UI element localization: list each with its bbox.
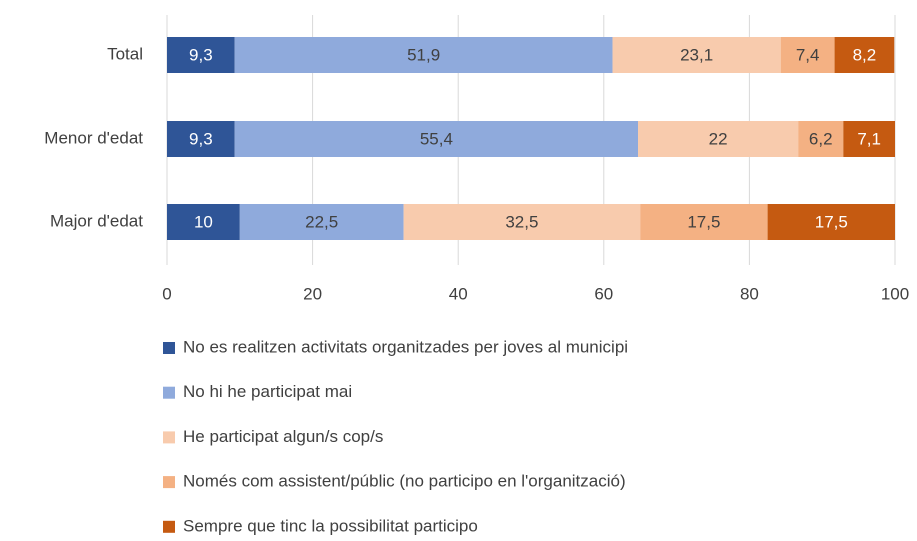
data-label: 6,2 [809, 129, 833, 148]
data-label: 10 [194, 212, 213, 231]
bar-segment [640, 204, 768, 240]
bar-segment [638, 121, 799, 157]
bar-segment [780, 37, 835, 73]
bar-segment [167, 37, 235, 73]
legend-swatch [163, 520, 175, 533]
bar-segment [167, 204, 240, 240]
bar-segment [234, 37, 613, 73]
data-label: 8,2 [853, 45, 877, 64]
data-label: 9,3 [189, 45, 213, 64]
category-label: Major d'edat [50, 211, 143, 230]
x-tick-label: 0 [162, 284, 171, 303]
legend-swatch [163, 386, 175, 399]
data-label: 22 [709, 129, 728, 148]
bar-segment [767, 204, 895, 240]
data-label: 17,5 [687, 212, 720, 231]
data-label: 17,5 [815, 212, 848, 231]
data-label: 22,5 [305, 212, 338, 231]
data-label: 51,9 [407, 45, 440, 64]
legend-label: Només com assistent/públic (no participo… [183, 472, 626, 491]
x-tick-label: 40 [449, 284, 468, 303]
legend-label: He participat algun/s cop/s [183, 427, 383, 446]
data-label: 9,3 [189, 129, 213, 148]
bar-segment [834, 37, 895, 73]
legend-label: No es realitzen activitats organitzades … [183, 337, 628, 356]
bar-segment [167, 121, 235, 157]
data-label: 32,5 [505, 212, 538, 231]
legend-label: No hi he participat mai [183, 382, 352, 401]
data-label: 55,4 [420, 129, 453, 148]
x-tick-label: 60 [594, 284, 613, 303]
bar-segment [403, 204, 641, 240]
category-label: Total [107, 44, 143, 63]
x-tick-label: 100 [881, 284, 909, 303]
bar-segment [234, 121, 639, 157]
bar-segment [239, 204, 404, 240]
x-tick-label: 20 [303, 284, 322, 303]
legend-swatch [163, 476, 175, 489]
category-label: Menor d'edat [44, 128, 143, 147]
data-label: 23,1 [680, 45, 713, 64]
bar-segment [612, 37, 781, 73]
legend-swatch [163, 342, 175, 354]
legend-label: Sempre que tinc la possibilitat particip… [183, 516, 478, 535]
x-tick-label: 80 [740, 284, 759, 303]
data-label: 7,1 [857, 129, 881, 148]
bar-segment [843, 121, 895, 157]
bar-segment [798, 121, 844, 157]
data-label: 7,4 [796, 45, 820, 64]
legend-swatch [163, 431, 175, 444]
